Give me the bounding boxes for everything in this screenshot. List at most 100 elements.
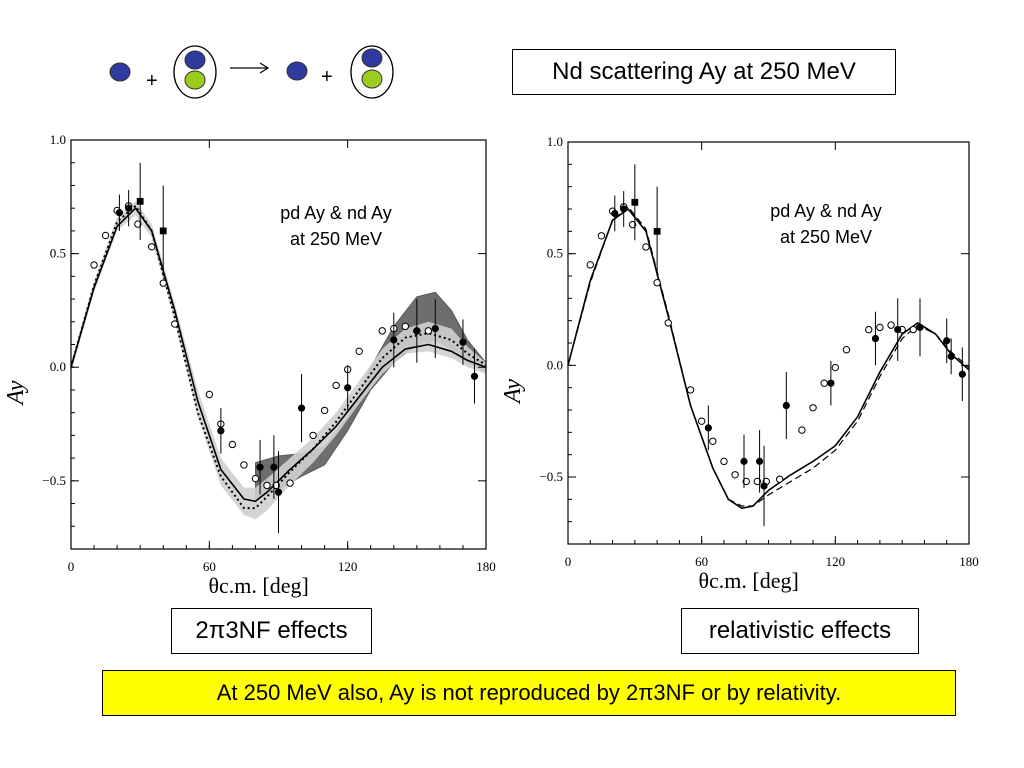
filled-circle-point (894, 326, 902, 334)
x-tick-label: 180 (476, 559, 496, 574)
filled-circle-point (431, 324, 439, 333)
y-tick-label: 0.5 (50, 246, 66, 261)
open-circle-point (798, 426, 806, 434)
open-circle-point (272, 481, 280, 490)
filled-circle-point (297, 404, 306, 412)
deuteron-circle (350, 45, 394, 99)
open-circle-point (355, 347, 363, 356)
note-line: pd Ay & nd Ay (280, 203, 392, 223)
y-tick-label: −0.5 (42, 473, 66, 488)
x-tick-label: 0 (565, 554, 572, 569)
open-circle-point (742, 477, 750, 486)
x-tick-label: 0 (68, 559, 75, 574)
note-line: pd Ay & nd Ay (770, 201, 882, 221)
x-tick-label: 120 (826, 554, 846, 569)
x-tick-label: 120 (338, 559, 358, 574)
open-circle-point (686, 386, 695, 394)
filled-circle-point (125, 204, 133, 212)
filled-circle-point (782, 401, 790, 410)
plus-sign: + (146, 70, 158, 92)
note-line: at 250 MeV (289, 229, 383, 249)
open-circle-point (309, 431, 317, 440)
x-axis-label: θc.m. [deg] (209, 573, 309, 598)
solid-curve (70, 207, 487, 503)
title-box: Nd scattering Ay at 250 MeV (512, 49, 896, 95)
filled-circle-point (413, 327, 421, 335)
conclusion-box: At 250 MeV also, Ay is not reproduced by… (102, 670, 956, 716)
open-circle-point (842, 346, 851, 354)
dotted-curve (70, 204, 487, 510)
left-plot-note: pd Ay & nd Ay at 250 MeV (258, 200, 414, 252)
filled-circle-point (947, 352, 955, 360)
filled-circle-point (459, 338, 467, 346)
open-circle-point (876, 323, 884, 332)
chart-left: 0 60 120 180 1.0 0.5 0.0 −0.5 Ay θc.m. [deg] (3, 132, 496, 598)
filled-circle-point (217, 427, 225, 435)
proton-ball (361, 69, 383, 89)
open-circle-point (809, 404, 817, 412)
filled-circle-point (611, 209, 619, 218)
open-circle-point (731, 471, 739, 479)
open-circle-point (720, 457, 728, 466)
filled-circle-point (470, 372, 479, 380)
open-circle-point (642, 243, 650, 251)
filled-square-point (159, 227, 167, 235)
open-circle-point (887, 321, 895, 329)
plus-sign: + (321, 66, 333, 88)
left-caption: 2π3NF effects (171, 608, 372, 654)
filled-circle-point (760, 482, 768, 490)
filled-circle-point (620, 205, 628, 213)
open-circle-point (240, 461, 248, 469)
open-circle-point (909, 325, 918, 334)
open-circle-point (831, 363, 840, 372)
filled-circle-point (871, 334, 880, 343)
proton-ball (184, 70, 206, 90)
filled-circle-point (943, 337, 951, 345)
filled-square-point (136, 197, 144, 205)
y-tick-label: 1.0 (50, 132, 66, 147)
x-tick-label: 60 (203, 559, 216, 574)
open-circle-point (628, 220, 637, 229)
filled-circle-point (755, 457, 764, 465)
reaction-diagram (109, 45, 394, 99)
open-circle-point (753, 477, 762, 486)
filled-circle-point (916, 323, 924, 331)
x-tick-label: 180 (959, 554, 979, 569)
open-circle-point (378, 327, 386, 335)
deuteron-circle (173, 45, 217, 99)
x-axis-label: θc.m. [deg] (699, 568, 799, 593)
open-circle-point (263, 481, 271, 490)
y-tick-label: 1.0 (547, 134, 563, 149)
dashed-curve (567, 206, 970, 507)
open-circle-point (101, 231, 110, 240)
solid-curve (567, 208, 970, 510)
neutron-ball (109, 62, 131, 82)
neutron-ball (286, 61, 308, 81)
open-circle-point (424, 327, 433, 335)
y-tick-label: 0.0 (50, 359, 66, 374)
open-circle-point (775, 475, 784, 483)
filled-circle-point (115, 209, 124, 217)
open-circle-point (709, 437, 717, 445)
neutron-ball (361, 48, 383, 68)
open-circle-point (664, 319, 672, 327)
open-circle-point (171, 320, 179, 328)
open-circle-point (159, 279, 167, 287)
filled-circle-point (256, 463, 264, 471)
y-tick-label: 0.5 (547, 246, 563, 261)
open-circle-point (320, 406, 329, 415)
arrow-head-icon (259, 62, 270, 74)
right-plot-note: pd Ay & nd Ay at 250 MeV (748, 198, 904, 250)
filled-circle-point (704, 424, 712, 432)
y-axis-label: Ay (3, 380, 29, 406)
open-circle-point (597, 232, 606, 240)
filled-circle-point (958, 370, 966, 378)
open-circle-point (865, 325, 873, 334)
filled-circle-point (270, 463, 278, 471)
open-circle-point (653, 279, 661, 287)
y-tick-label: −0.5 (539, 469, 563, 484)
open-circle-point (251, 474, 260, 483)
chart-right: 0 60 120 180 1.0 0.5 0.0 −0.5 Ay θc.m. [deg] (500, 134, 979, 593)
x-tick-label: 60 (695, 554, 708, 569)
